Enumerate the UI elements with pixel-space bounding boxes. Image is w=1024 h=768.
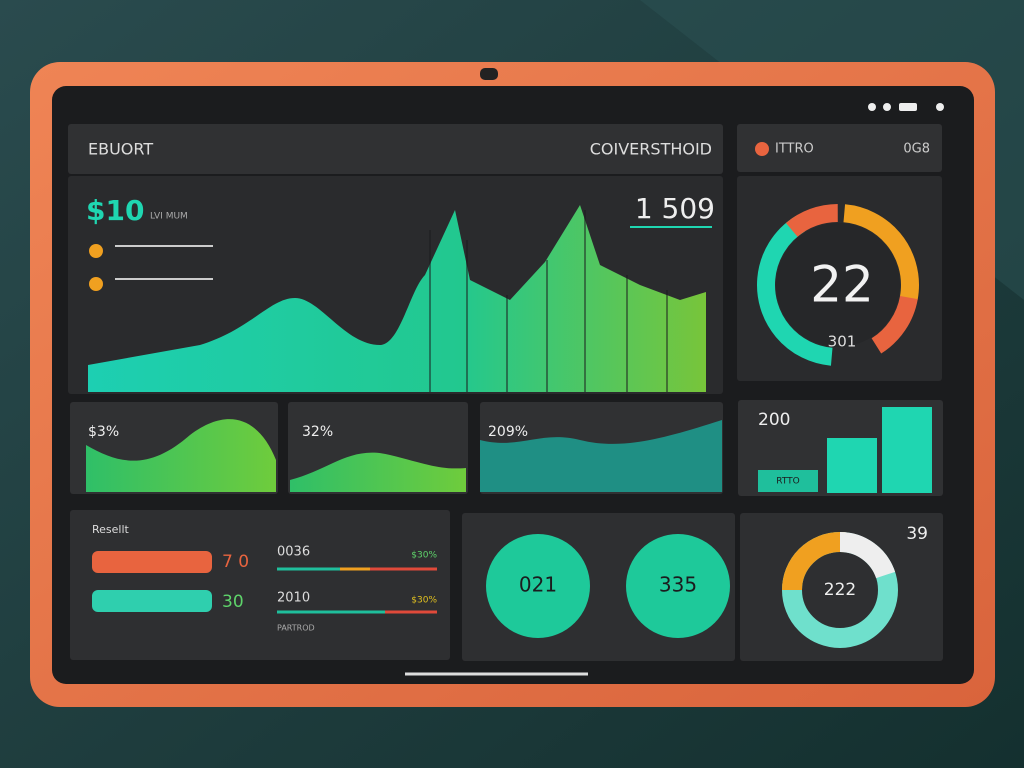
main-unit: LVI MUM — [150, 212, 188, 222]
header-tab[interactable]: ITTRO — [775, 142, 814, 157]
tablet-circle — [868, 103, 876, 111]
gauge-value: 22 — [810, 256, 874, 314]
gauge-circle — [757, 204, 919, 366]
cards-path — [290, 452, 466, 492]
circles-circle — [626, 534, 730, 638]
circles: 021 335 — [462, 513, 735, 661]
tablet-circle — [883, 103, 891, 111]
tablet-rect — [480, 68, 498, 80]
cards: $3% 32% 209% 200 RTTO — [70, 400, 943, 496]
header-code: 0G8 — [903, 142, 930, 157]
report-rect — [92, 590, 212, 612]
circle-value: 335 — [659, 573, 697, 597]
donut-value: 222 — [824, 580, 856, 600]
card-value: 209% — [488, 424, 528, 440]
report-rect — [70, 510, 450, 660]
main-chart-circle — [89, 244, 103, 258]
card-button[interactable]: RTTO — [776, 477, 800, 487]
main-chart: $10 LVI MUM 1 509 — [68, 176, 723, 394]
header-rect — [737, 124, 942, 172]
main-value: $10 — [86, 194, 144, 227]
donut-label: 39 — [906, 524, 928, 544]
header-title: EBUORT — [88, 140, 153, 159]
gauge-label: 301 — [828, 333, 857, 351]
header: EBUORT COIVERSTHOID ITTRO 0G8 — [68, 124, 942, 174]
gauge: 22 301 — [737, 176, 942, 381]
report-title: Resellt — [92, 523, 130, 536]
donut-rect — [740, 513, 943, 661]
gauge-circle — [757, 204, 919, 367]
card-value: 32% — [302, 424, 333, 440]
header-circle — [755, 142, 769, 156]
card-value: $3% — [88, 424, 119, 440]
gauge-circle — [757, 204, 919, 366]
report-row-value: 7 0 — [222, 552, 249, 572]
main-chart-circle — [89, 277, 103, 291]
cards-path — [480, 420, 722, 492]
cards-rect — [882, 407, 932, 493]
stat-label: 2010 — [277, 591, 310, 606]
main-chart-path — [88, 205, 706, 392]
report-footer: PARTROD — [277, 624, 315, 633]
gauge-circle — [776, 223, 900, 347]
header-subtitle: COIVERSTHOID — [590, 140, 712, 159]
stat-value: $30% — [411, 596, 437, 606]
report: Resellt 7 0 30 0036 $30% 2010 $30% PARTR… — [70, 510, 450, 660]
header-rect — [68, 124, 723, 174]
stat-value: $30% — [411, 551, 437, 561]
donut-circle — [782, 532, 898, 648]
main-total: 1 509 — [635, 192, 715, 225]
stat-label: 0036 — [277, 545, 310, 560]
tablet-circle — [936, 103, 944, 111]
circle-value: 021 — [519, 573, 557, 597]
report-row-value: 30 — [222, 592, 244, 612]
circles-circle — [486, 534, 590, 638]
report-rect — [92, 551, 212, 573]
cards-rect — [827, 438, 877, 493]
cards-rect — [758, 470, 818, 492]
cards-path — [86, 419, 276, 492]
main-chart-g — [429, 210, 668, 392]
donut: 222 39 — [740, 513, 943, 661]
tablet-rect — [899, 103, 917, 111]
card-value: 200 — [758, 410, 790, 430]
